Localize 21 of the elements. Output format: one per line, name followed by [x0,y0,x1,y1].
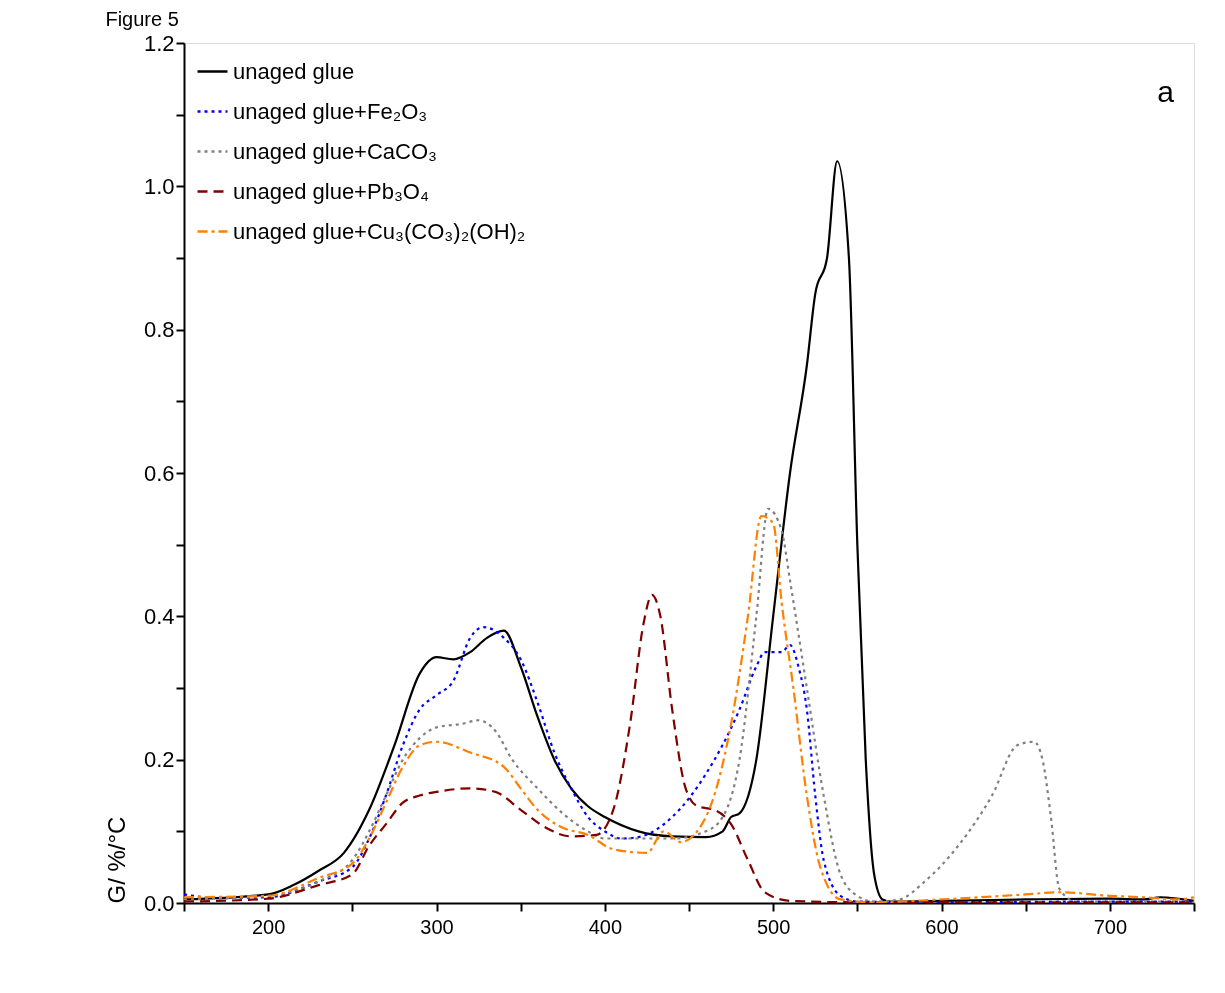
x-tick-label: 600 [925,915,959,938]
x-tick-label: 200 [251,915,286,938]
y-tick-label: 0.6 [143,460,175,486]
y-tick-label: 0.0 [143,890,175,916]
y-tick-label: 0.2 [143,747,175,773]
annotation: a [1157,75,1175,108]
y-tick-label: 1.0 [143,173,175,199]
x-tick-label: 400 [588,915,623,938]
legend-label: unaged glue [233,58,355,84]
legend-label: unaged glue+CaCO₃ [233,138,438,164]
legend-label: unaged glue+Fe₂O₃ [233,98,428,124]
x-tick-label: 700 [1093,915,1128,938]
y-axis-title: G/ %/°C [102,816,130,904]
legend-label: unaged glue+Cu₃(CO₃)₂(OH)₂ [233,218,526,244]
y-tick-label: 0.8 [143,317,175,343]
x-tick-label: 500 [756,915,791,938]
x-tick-label: 300 [420,915,454,938]
caption: Figure 5 [105,8,179,30]
y-tick-label: 1.2 [143,30,175,56]
legend-label: unaged glue+Pb₃O₄ [233,178,429,204]
y-tick-label: 0.4 [143,603,175,629]
